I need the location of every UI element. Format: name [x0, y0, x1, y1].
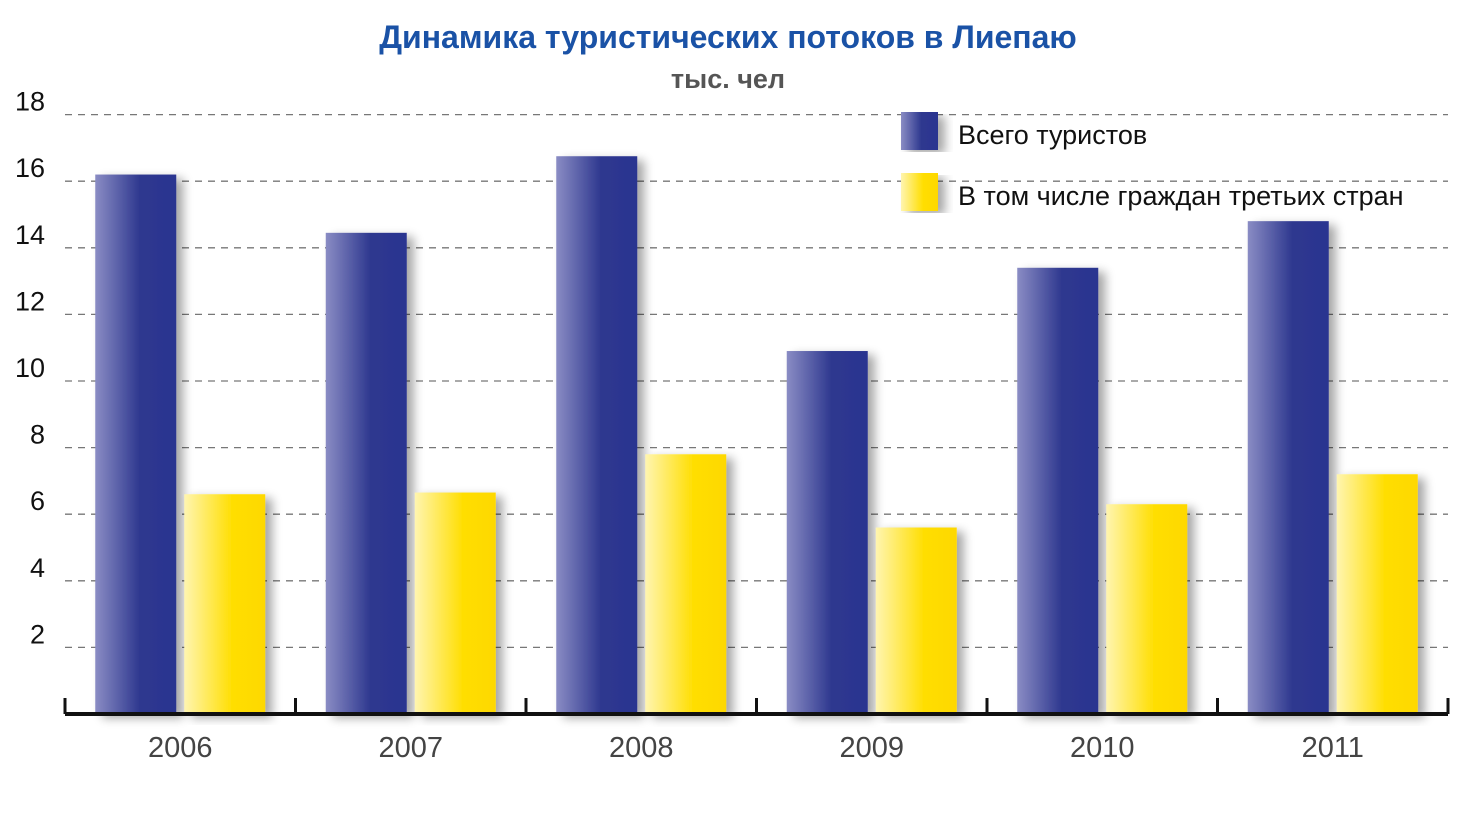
x-tick-label: 2008: [609, 732, 674, 764]
bars: [95, 156, 1418, 715]
x-tick-label: 2009: [839, 732, 904, 764]
y-tick-label: 8: [30, 420, 45, 450]
y-tick-label: 10: [15, 353, 45, 383]
bar-third-country: [875, 527, 957, 714]
legend-swatch-third-country: [901, 173, 938, 211]
bar-total-tourists: [786, 351, 868, 714]
legend: Всего туристов В том числе граждан треть…: [901, 112, 1404, 211]
y-tick-label: 18: [15, 87, 45, 117]
bar-third-country: [184, 494, 266, 714]
bar-total-tourists: [95, 174, 177, 715]
chart-subtitle: тыс. чел: [671, 64, 785, 94]
bar-third-country: [1106, 504, 1188, 714]
y-tick-label: 12: [15, 286, 45, 316]
y-tick-label: 16: [15, 153, 45, 183]
y-tick-label: 4: [30, 553, 45, 583]
x-axis: 2006 2007 2008 2009 2010 2011: [63, 698, 1450, 764]
y-axis-ticks: 2 4 6 8 10 12 14 16 18: [15, 87, 45, 650]
bar-third-country: [645, 454, 727, 714]
x-tick-label: 2011: [1302, 732, 1364, 764]
x-tick-label: 2007: [378, 732, 443, 764]
bar-total-tourists: [556, 156, 638, 715]
bar-total-tourists: [1247, 221, 1329, 714]
bar-third-country: [414, 492, 496, 714]
bar-total-tourists: [325, 232, 407, 714]
legend-label-total: Всего туристов: [958, 120, 1147, 150]
x-tick-label: 2006: [148, 732, 213, 764]
bar-third-country: [1336, 474, 1418, 714]
x-tick-label: 2010: [1070, 732, 1135, 764]
gridlines: [65, 113, 1448, 649]
legend-label-third-country: В том числе граждан третьих стран: [958, 181, 1404, 211]
chart-title: Динамика туристических потоков в Лиепаю: [379, 19, 1076, 55]
y-tick-label: 2: [30, 619, 45, 649]
y-tick-label: 14: [15, 220, 45, 250]
bar-total-tourists: [1017, 267, 1099, 714]
legend-swatch-total: [901, 112, 938, 150]
y-tick-label: 6: [30, 486, 45, 516]
